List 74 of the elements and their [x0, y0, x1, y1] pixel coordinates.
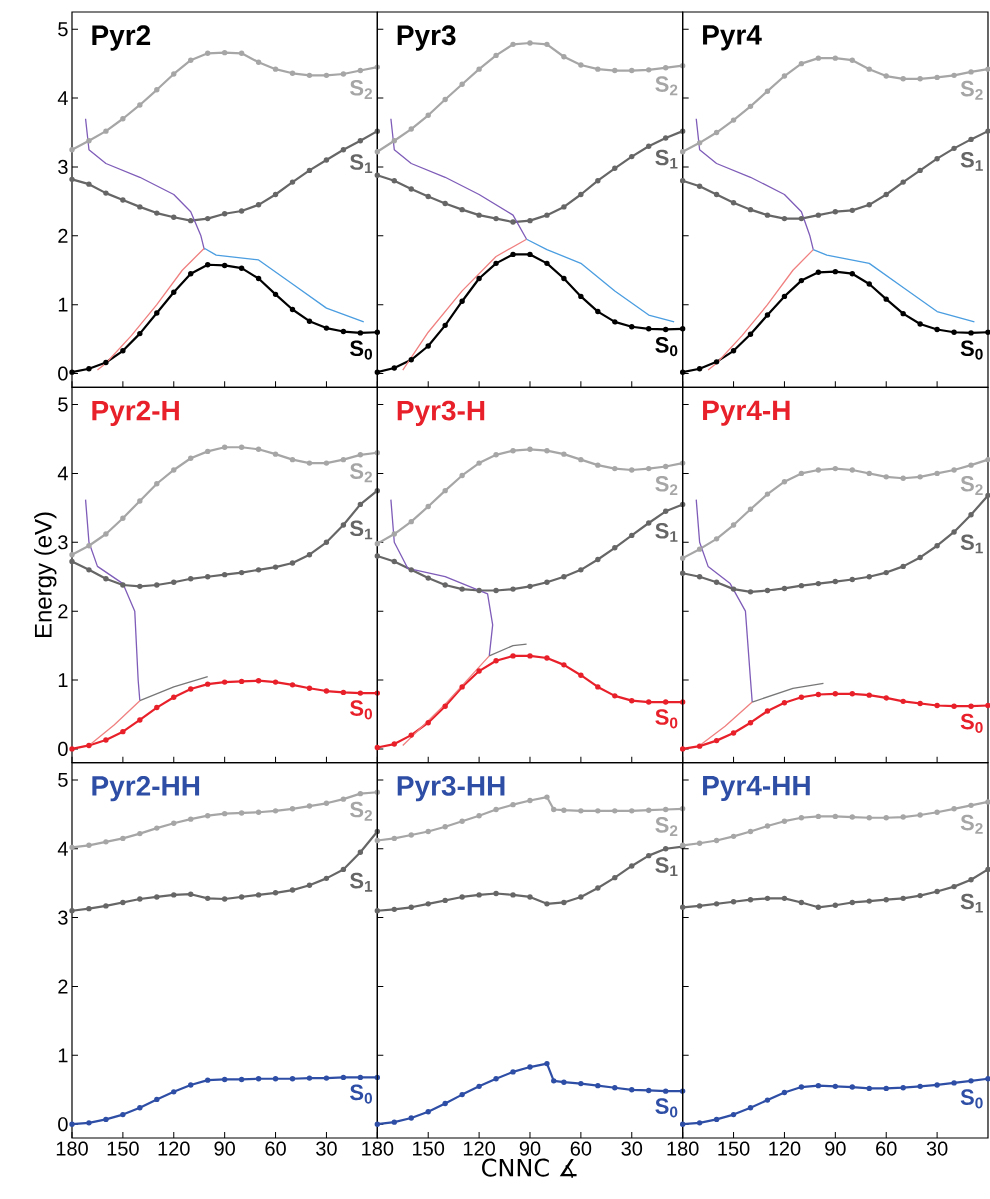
chart-title: Pyr3	[397, 25, 456, 51]
series-label: S$_{0}$	[350, 340, 372, 360]
chart-title: Pyr2	[92, 25, 151, 51]
chart-title: Pyr3-HH	[397, 776, 505, 802]
y-tick-label: 3	[58, 535, 68, 550]
x-tick-label: 120	[463, 1141, 495, 1156]
y-tick-label: 0	[58, 366, 68, 381]
x-axis-title: CNNC ∡	[482, 1158, 577, 1178]
y-tick-label: 4	[57, 466, 68, 481]
y-tick-label: 2	[58, 604, 68, 619]
x-tick-label: 180	[56, 1141, 88, 1156]
x-tick-label: 90	[519, 1141, 541, 1156]
y-tick-label: 0	[58, 1117, 68, 1132]
series-label: S$_{0}$	[655, 337, 678, 357]
series-label: S$_{2}$	[960, 475, 983, 495]
x-tick-label: 60	[265, 1141, 286, 1156]
series-label: S$_{0}$	[960, 713, 983, 733]
x-tick-label: 180	[667, 1141, 699, 1156]
series-label: S$_{2}$	[350, 463, 373, 483]
x-tick-label: 30	[316, 1141, 337, 1156]
chart-title: Pyr4-H	[703, 400, 790, 426]
series-label: S$_{1}$	[350, 154, 373, 174]
series-label: S$_{2}$	[350, 801, 373, 821]
series-label: S$_{1}$	[960, 893, 983, 913]
y-tick-label: 5	[58, 22, 68, 37]
chart-title: Pyr2-H	[92, 400, 179, 427]
series-label: S$_{2}$	[655, 475, 678, 495]
x-tick-label: 90	[214, 1141, 235, 1156]
chart-title: Pyr4	[703, 25, 762, 51]
chart-title: Pyr2-HH	[92, 776, 200, 802]
series-label: S$_{0}$	[655, 1098, 678, 1118]
series-label: S$_{1}$	[655, 523, 678, 542]
series-label: S$_{0}$	[960, 1089, 983, 1109]
x-tick-label: 60	[876, 1141, 897, 1156]
series-label: S$_{1}$	[350, 872, 373, 892]
y-tick-label: 1	[58, 1048, 68, 1063]
y-tick-label: 1	[58, 297, 68, 312]
y-tick-label: 2	[58, 979, 68, 994]
series-label: S$_{0}$	[960, 340, 983, 360]
series-label: S$_{1}$	[655, 857, 678, 877]
series-label: S$_{0}$	[350, 1084, 372, 1104]
y-tick-label: 2	[58, 228, 68, 243]
x-tick-label: 30	[926, 1141, 948, 1156]
series-label: S$_{1}$	[960, 151, 983, 171]
chart-title: Pyr3-H	[397, 400, 485, 427]
series-label: S$_{0}$	[350, 700, 372, 720]
y-tick-label: 5	[58, 397, 68, 412]
y-tick-label: 4	[57, 91, 68, 105]
x-tick-label: 150	[718, 1141, 750, 1156]
y-tick-label: 3	[58, 159, 68, 175]
x-tick-label: 30	[621, 1141, 643, 1156]
series-label: S$_{2}$	[960, 814, 983, 834]
x-tick-label: 120	[158, 1141, 190, 1156]
series-label: S$_{0}$	[655, 709, 678, 729]
y-tick-label: 3	[58, 910, 68, 925]
y-tick-label: 4	[57, 841, 68, 856]
y-tick-label: 0	[58, 741, 68, 756]
series-label: S$_{2}$	[350, 79, 373, 99]
series-label: S$_{2}$	[960, 80, 983, 100]
y-axis-title: Energy (eV)	[34, 512, 57, 638]
x-tick-label: 150	[413, 1141, 445, 1156]
x-tick-label: 120	[769, 1141, 801, 1156]
series-label: S$_{1}$	[655, 149, 678, 169]
series-label: S$_{2}$	[655, 817, 678, 837]
series-label: S$_{1}$	[960, 534, 983, 554]
x-tick-label: 90	[825, 1141, 846, 1156]
x-tick-label: 150	[107, 1141, 139, 1156]
series-label: S$_{2}$	[655, 76, 678, 96]
series-label: S$_{1}$	[350, 520, 373, 540]
chart-title: Pyr4-HH	[703, 776, 810, 802]
x-tick-label: 180	[362, 1141, 394, 1156]
x-tick-label: 60	[570, 1141, 592, 1156]
y-tick-label: 1	[58, 673, 68, 687]
y-tick-label: 5	[58, 772, 68, 787]
